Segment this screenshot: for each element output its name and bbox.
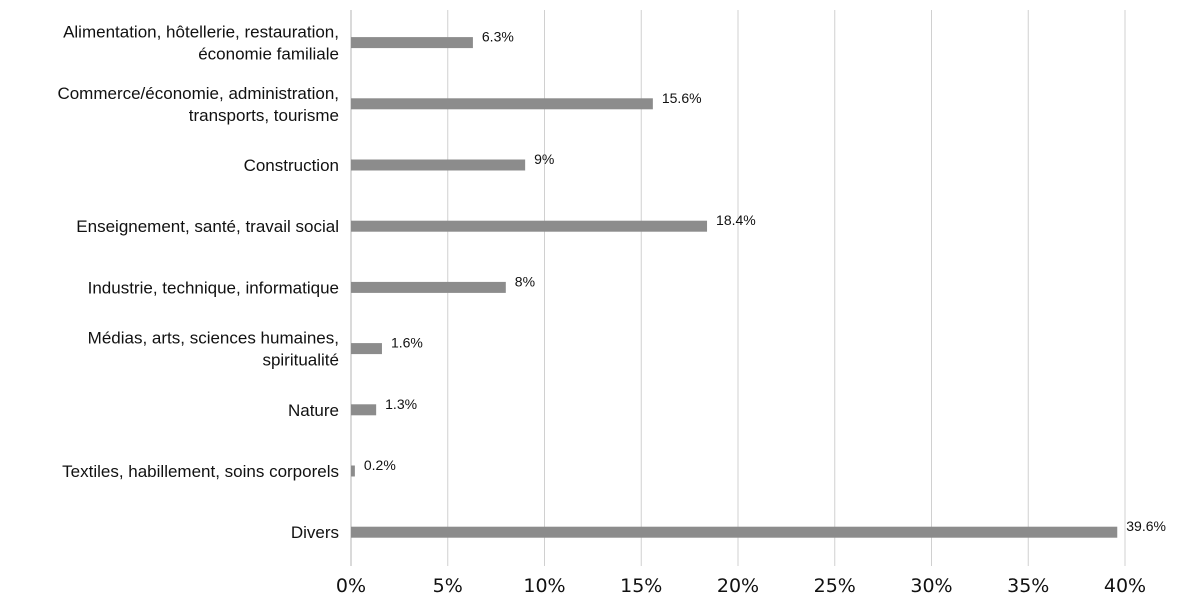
x-tick-label: 5% <box>433 575 463 597</box>
category-label: Commerce/économie, administration, transp… <box>57 84 339 125</box>
category-label: Construction <box>244 156 339 175</box>
data-label: 15.6% <box>662 90 702 106</box>
bar <box>351 98 653 110</box>
bar <box>351 159 526 171</box>
x-tick-label: 10% <box>523 575 565 597</box>
category-label: Enseignement, santé, travail social <box>76 217 339 236</box>
category-label: Nature <box>288 401 339 420</box>
label-layer: 6.3% Alimentation, hôtellerie, restaurati… <box>57 23 1166 543</box>
category-label: Médias, arts, sciences humaines, spiritua… <box>88 329 339 370</box>
category-label-line: Commerce/économie, administration, <box>57 84 339 103</box>
x-tick-label: 15% <box>620 575 662 597</box>
data-label: 18.4% <box>716 212 756 228</box>
x-tick-label: 30% <box>910 575 952 597</box>
category-label: Industrie, technique, informatique <box>88 278 339 297</box>
category-label-line: Industrie, technique, informatique <box>88 278 339 297</box>
category-label: Divers <box>291 523 339 542</box>
category-label-line: Divers <box>291 523 339 542</box>
category-label-line: Enseignement, santé, travail social <box>76 217 339 236</box>
data-label: 1.3% <box>385 396 417 412</box>
x-tick-label: 25% <box>814 575 856 597</box>
data-label: 0.2% <box>364 457 396 473</box>
category-label-line: Textiles, habillement, soins corporels <box>62 462 339 481</box>
data-label: 1.6% <box>391 335 423 351</box>
bar-layer <box>351 37 1118 538</box>
tick-layer: 0% 5% 10% 15% 20% 25% 30% 35% 40% <box>336 575 1146 597</box>
category-label-line: Alimentation, hôtellerie, restauration, <box>63 23 339 42</box>
category-label-line: économie familiale <box>198 45 339 64</box>
category-label-line: Construction <box>244 156 339 175</box>
bar <box>351 220 708 232</box>
x-tick-label: 20% <box>717 575 759 597</box>
bar <box>351 526 1118 538</box>
data-label: 6.3% <box>482 29 514 45</box>
bar <box>351 37 473 49</box>
data-label: 9% <box>534 151 554 167</box>
category-label: Alimentation, hôtellerie, restauration, é… <box>63 23 339 64</box>
category-label: Textiles, habillement, soins corporels <box>62 462 339 481</box>
bar <box>351 404 377 416</box>
category-label-line: spiritualité <box>262 351 339 370</box>
data-label: 8% <box>515 273 535 289</box>
x-tick-label: 35% <box>1007 575 1049 597</box>
category-label-line: Nature <box>288 401 339 420</box>
category-label-line: Médias, arts, sciences humaines, <box>88 329 339 348</box>
bar <box>351 465 355 477</box>
x-tick-label: 0% <box>336 575 366 597</box>
category-label-line: transports, tourisme <box>189 106 339 125</box>
x-tick-label: 40% <box>1104 575 1146 597</box>
data-label: 39.6% <box>1126 518 1166 534</box>
bar <box>351 343 382 355</box>
bar <box>351 281 506 293</box>
